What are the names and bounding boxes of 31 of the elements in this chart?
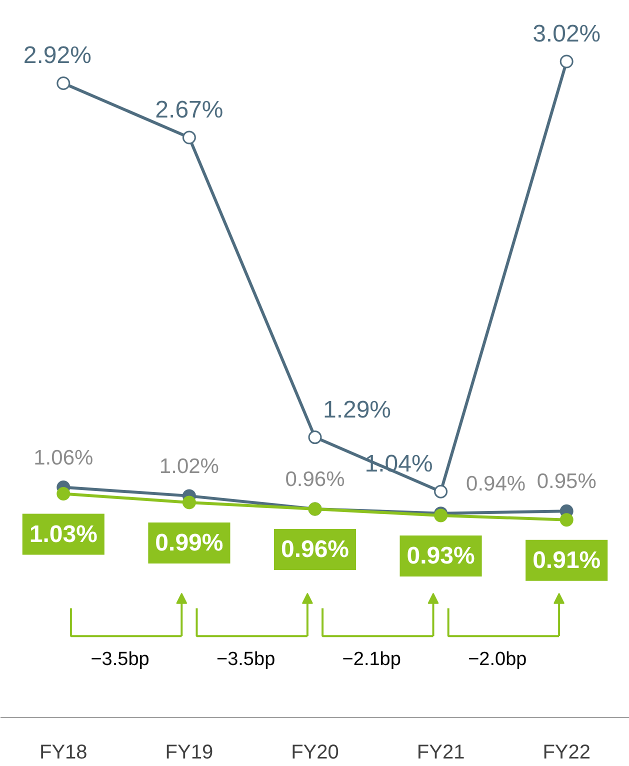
point <box>308 430 322 444</box>
x-tick-label: FY19 <box>165 742 214 764</box>
data-label: 0.93% <box>406 542 475 570</box>
point <box>182 130 196 144</box>
data-label: 1.03% <box>29 520 98 548</box>
data-label: 1.02% <box>159 454 219 478</box>
point <box>560 54 574 68</box>
data-label: 1.06% <box>34 446 94 470</box>
point <box>56 487 70 501</box>
data-label: 0.94% <box>466 472 526 496</box>
text: −2.1bp <box>342 649 401 670</box>
x-tick-label: FY22 <box>542 742 591 764</box>
point <box>56 76 70 90</box>
x-tick-label: FY20 <box>291 742 339 764</box>
data-label: 2.67% <box>155 96 224 124</box>
text: −2.0bp <box>468 649 527 670</box>
point <box>182 496 196 510</box>
data-label: 2.92% <box>23 42 92 70</box>
data-label: 0.95% <box>536 470 596 494</box>
data-label: 0.91% <box>532 546 601 574</box>
point <box>560 513 574 527</box>
data-label: 0.99% <box>155 529 224 556</box>
data-label: 1.29% <box>322 396 392 424</box>
point <box>434 484 448 498</box>
text: −3.5bp <box>90 649 150 670</box>
x-tick-label: FY21 <box>416 742 465 764</box>
data-label: 0.96% <box>285 468 345 491</box>
data-label: 0.96% <box>280 536 350 563</box>
data-label: 3.02% <box>532 20 601 48</box>
text: −3.5bp <box>216 649 276 670</box>
x-tick-label: FY18 <box>40 742 88 764</box>
